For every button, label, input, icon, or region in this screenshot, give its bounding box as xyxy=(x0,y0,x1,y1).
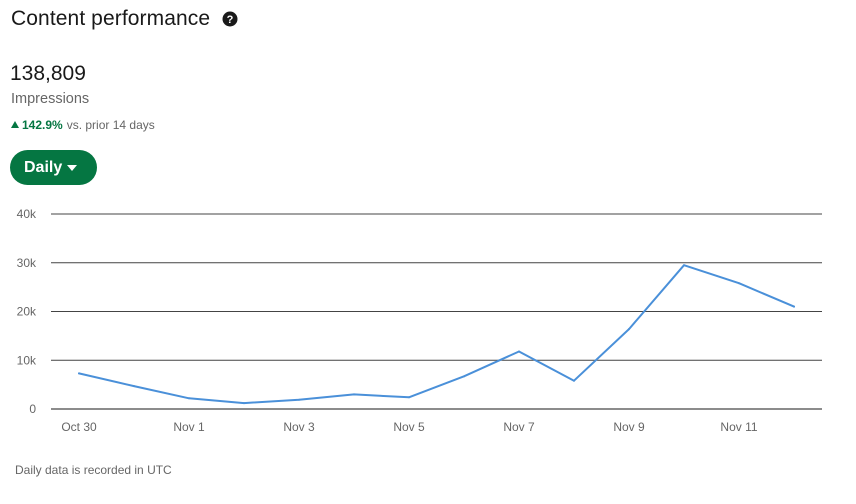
x-tick-label: Nov 7 xyxy=(503,420,535,434)
y-tick-label: 40k xyxy=(17,207,37,221)
change-percent: 142.9% xyxy=(22,118,63,132)
series-line xyxy=(78,264,795,405)
y-tick-label: 0 xyxy=(29,402,36,416)
header: Content performance ? xyxy=(11,7,238,31)
data-point xyxy=(133,385,135,388)
x-tick-label: Nov 1 xyxy=(173,420,205,434)
data-point xyxy=(78,372,80,375)
data-point xyxy=(463,375,465,378)
y-tick-label: 30k xyxy=(17,256,37,270)
impressions-value: 138,809 xyxy=(10,62,86,85)
data-point xyxy=(793,305,795,308)
y-tick-label: 20k xyxy=(17,305,37,319)
data-point xyxy=(298,398,300,401)
data-point xyxy=(518,350,520,353)
svg-text:?: ? xyxy=(227,14,234,26)
impressions-label: Impressions xyxy=(11,91,90,107)
x-tick-label: Nov 9 xyxy=(613,420,645,434)
data-point xyxy=(353,393,355,396)
x-tick-label: Oct 30 xyxy=(61,420,97,434)
triangle-up-icon xyxy=(11,121,19,128)
data-point xyxy=(738,282,740,285)
x-tick-label: Nov 3 xyxy=(283,420,315,434)
period-dropdown-button[interactable]: Daily xyxy=(10,150,98,185)
change-comparison-text: vs. prior 14 days xyxy=(66,118,155,132)
data-point xyxy=(188,397,190,400)
utc-footnote: Daily data is recorded in UTC xyxy=(15,463,172,477)
change-summary: 142.9% vs. prior 14 days xyxy=(11,118,155,132)
data-point xyxy=(408,396,410,399)
x-tick-label: Nov 5 xyxy=(393,420,425,434)
data-point xyxy=(573,379,575,382)
impressions-line-chart: 0 10k 20k 30k 40k Oct 30 Nov 1 Nov 3 Nov 5 Nov 7 N… xyxy=(17,207,822,434)
data-point xyxy=(628,328,630,331)
x-tick-label: Nov 11 xyxy=(720,420,757,434)
period-dropdown-label: Daily xyxy=(24,158,63,176)
y-tick-label: 10k xyxy=(17,353,37,367)
data-point xyxy=(243,402,245,405)
caret-down-icon xyxy=(67,165,78,171)
question-circle-icon[interactable]: ? xyxy=(222,11,238,27)
page-title: Content performance xyxy=(11,7,211,30)
data-point xyxy=(683,264,685,267)
